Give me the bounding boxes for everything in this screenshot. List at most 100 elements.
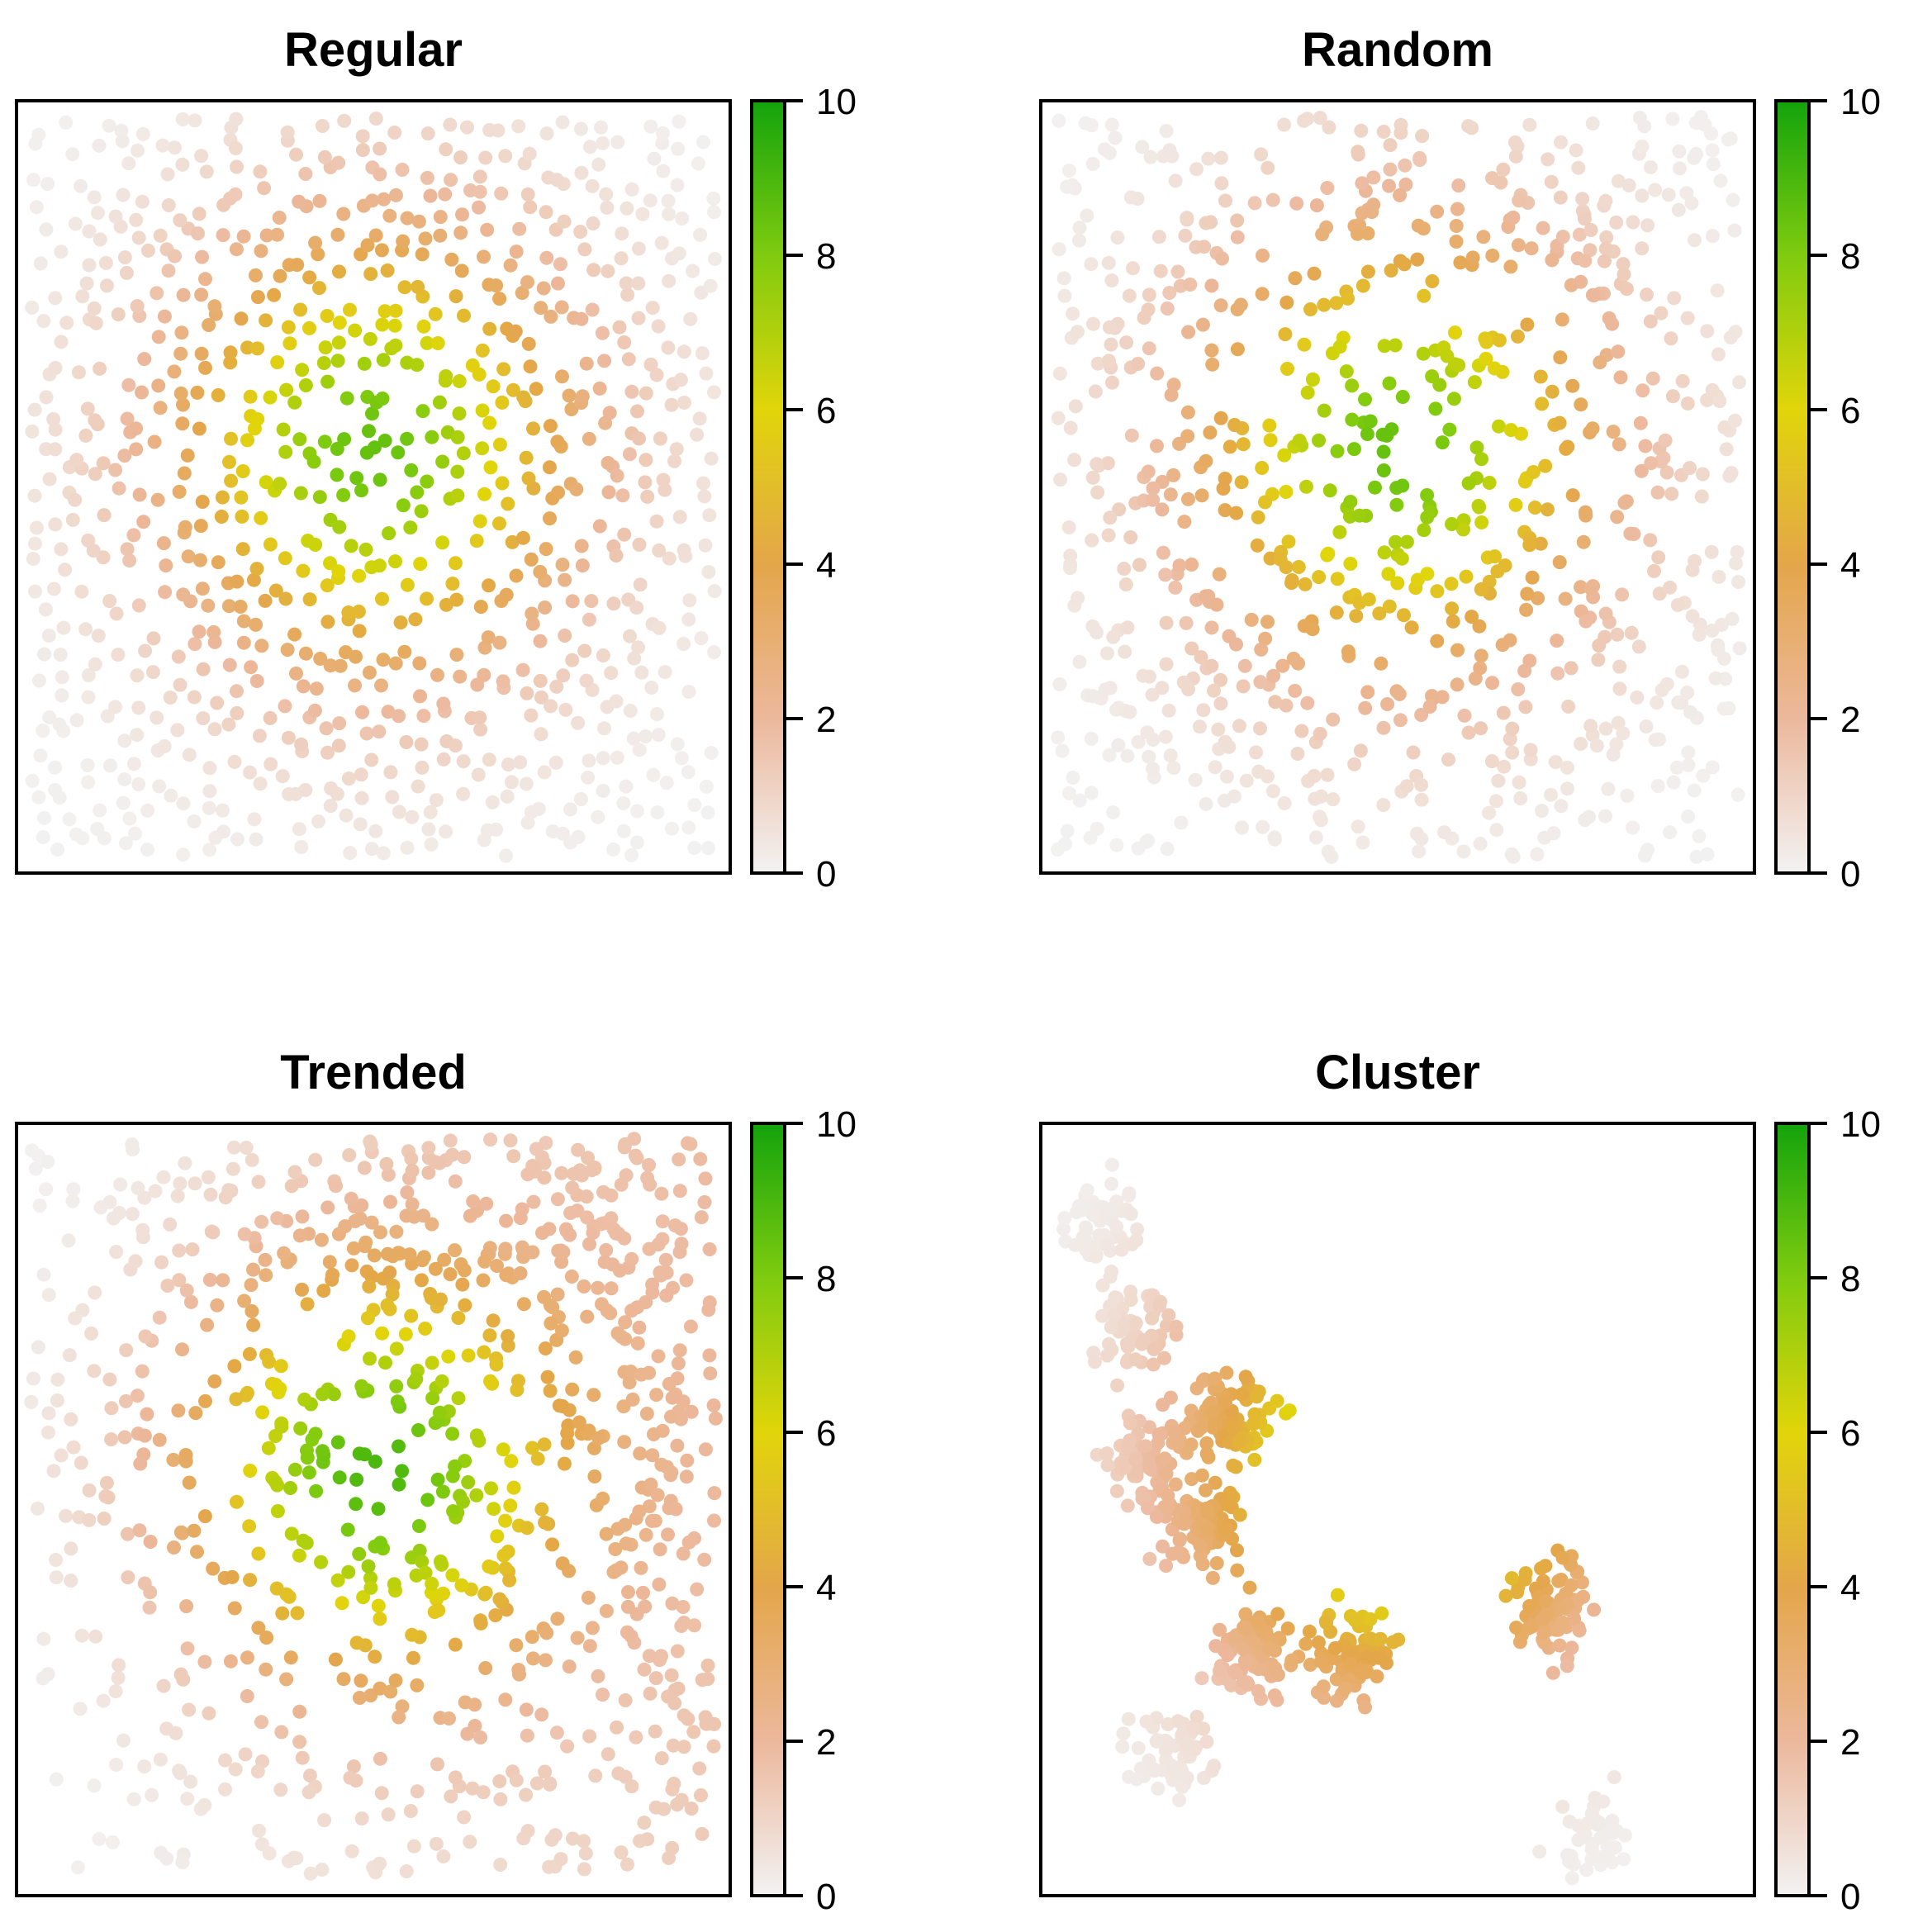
data-point [1288,683,1303,698]
data-point [121,1526,135,1541]
data-point [399,1864,414,1878]
data-point [1524,241,1539,256]
data-point [296,563,311,578]
data-point [202,1706,216,1721]
data-point [153,228,168,243]
data-point [623,704,638,718]
data-point [1305,372,1320,387]
data-point [610,750,624,765]
data-point [178,1448,193,1462]
data-point [363,332,377,346]
data-point [250,290,265,305]
data-point [533,634,548,648]
data-point [677,1740,691,1754]
data-point [472,710,487,725]
data-point [1681,757,1696,772]
data-point [1640,218,1655,233]
data-point [96,550,111,565]
data-point [565,1180,580,1195]
data-point [1329,605,1344,620]
data-point [176,287,191,302]
data-point [649,368,664,382]
data-point [405,1197,420,1212]
data-point [1564,1871,1579,1886]
data-point [1072,233,1086,248]
data-point [596,648,610,662]
data-point [455,1277,470,1292]
data-point [1102,320,1117,335]
data-point [341,1564,356,1579]
data-point [654,1457,669,1472]
data-point [383,1684,398,1699]
data-point [1474,582,1488,596]
data-point [451,1391,466,1406]
data-point [493,1792,508,1806]
data-point [1159,124,1174,138]
data-point [582,1639,597,1654]
data-point [42,472,57,487]
data-point [1376,125,1391,139]
data-point [392,805,406,819]
data-point [1442,422,1457,437]
data-point [591,1669,605,1683]
data-point [311,814,325,828]
data-point [586,216,601,230]
data-point [53,648,68,662]
data-point [27,402,42,417]
data-point [443,117,458,132]
data-point [117,250,132,265]
data-point [539,126,554,141]
data-point [445,1426,460,1441]
data-point [614,1845,629,1860]
data-point [1167,1425,1182,1440]
data-point [1503,259,1518,274]
data-point [81,668,96,682]
data-point [1700,847,1715,862]
data-point [549,173,564,188]
data-point [380,1246,395,1261]
data-point [93,232,107,247]
data-point [278,591,293,606]
data-point [620,201,634,216]
data-point [1360,202,1375,217]
colorbar-tick-label: 8 [1840,236,1860,277]
data-point [554,1165,569,1180]
data-point [335,1596,349,1611]
data-point [484,1481,498,1496]
data-point [1279,485,1294,499]
data-point [175,416,190,431]
data-point [74,1455,88,1470]
data-point [55,670,69,685]
data-point [387,1577,401,1592]
data-point [536,281,551,296]
data-point [1564,1640,1579,1655]
data-point [31,127,46,142]
data-point [349,471,364,486]
data-point [564,1270,579,1284]
data-point [302,320,316,335]
data-point [64,1574,78,1588]
data-point [629,804,644,819]
data-point [592,519,607,534]
data-point [375,392,390,406]
data-point [240,433,254,448]
data-point [1052,242,1066,257]
data-point [135,1364,150,1379]
data-point [48,760,63,775]
colorbar-tick-label: 0 [1840,854,1860,895]
data-point [1150,366,1165,381]
data-point [631,241,646,256]
data-point [1170,1714,1185,1729]
data-point [1489,823,1504,838]
data-point [1227,1665,1242,1680]
data-point [1084,731,1099,746]
data-point [353,817,368,832]
data-point [237,1294,252,1308]
data-point [262,1846,277,1861]
data-point [519,776,534,791]
data-point [1308,791,1322,806]
data-point [684,1801,699,1816]
data-point [238,1747,253,1762]
data-point [478,150,493,165]
data-point [1534,1561,1548,1576]
